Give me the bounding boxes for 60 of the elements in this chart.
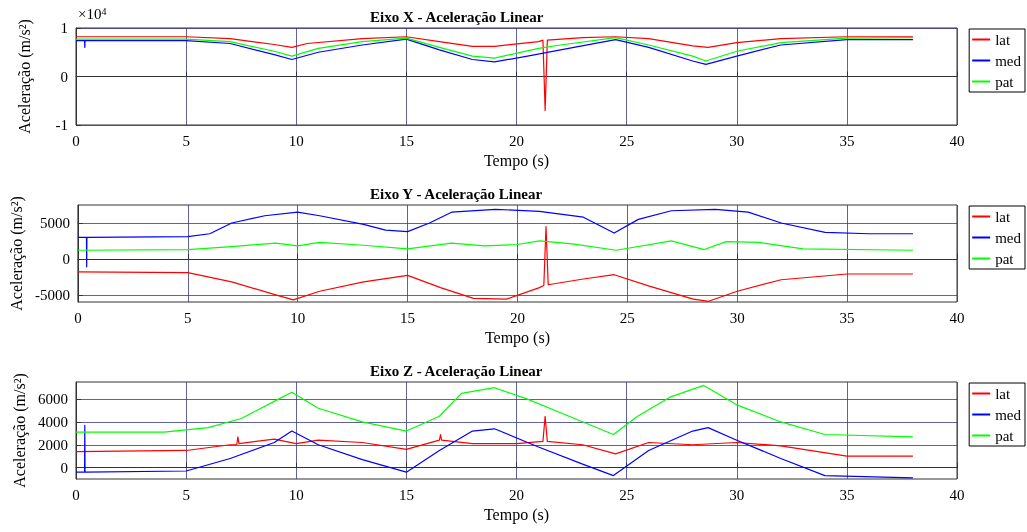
line-series — [75, 384, 914, 438]
x-axis-title: Tempo (s) — [484, 329, 550, 348]
x-tick-label: 35 — [839, 132, 855, 149]
x-axis-title: Tempo (s) — [483, 152, 550, 171]
y-tick-label: -1 — [55, 117, 68, 133]
legend-label: lat — [995, 208, 1011, 225]
x-tick-label: 40 — [949, 132, 965, 149]
legend-label: med — [995, 52, 1022, 69]
legend-label: pat — [995, 73, 1015, 90]
y-tick-label: 6000 — [38, 391, 68, 408]
y-axis-title: Aceleração (m/s²) — [10, 373, 29, 488]
x-tick-label: 5 — [184, 309, 192, 326]
y-tick-label: 0 — [62, 250, 70, 267]
x-tick-label: 35 — [839, 309, 855, 326]
x-tick-label: 25 — [619, 309, 635, 326]
x-axis-title: Tempo (s) — [483, 506, 550, 525]
line-series — [75, 424, 914, 479]
x-tick-label: 10 — [290, 309, 306, 326]
y-tick-label: 5000 — [39, 214, 70, 231]
x-tick-label: 30 — [729, 486, 745, 503]
x-tick-label: 5 — [182, 132, 190, 149]
legend-label: pat — [995, 250, 1015, 267]
legend-label: lat — [995, 31, 1011, 48]
x-tick-label: 15 — [400, 309, 416, 326]
chart-title: Eixo Z - Aceleração Linear — [370, 362, 543, 379]
x-tick-label: 25 — [619, 132, 635, 149]
x-tick-label: 20 — [509, 132, 524, 149]
x-tick-label: 20 — [509, 486, 524, 503]
x-tick-label: 20 — [509, 309, 525, 326]
y-tick-label: 0 — [60, 459, 68, 476]
y-tick-label: 4000 — [38, 413, 68, 430]
x-tick-label: 35 — [839, 486, 855, 503]
x-tick-label: 25 — [619, 486, 635, 503]
y-tick-label: 2000 — [38, 436, 68, 453]
legend-label: med — [995, 229, 1022, 246]
y-axis-title: Aceleração (m/s²) — [7, 196, 26, 311]
x-tick-label: 10 — [288, 486, 304, 503]
x-tick-label: 10 — [288, 132, 304, 149]
x-tick-label: 30 — [729, 132, 745, 149]
x-tick-label: 15 — [398, 132, 414, 149]
legend-label: pat — [995, 427, 1015, 444]
chart-title: Eixo X - Aceleração Linear — [370, 8, 544, 25]
line-series — [75, 415, 914, 457]
line-series — [75, 36, 914, 112]
y-tick-label: 0 — [60, 68, 68, 85]
x-tick-label: 15 — [398, 486, 414, 503]
y-axis-title: Aceleração (m/s²) — [15, 19, 34, 134]
line-series — [77, 225, 914, 302]
y-tick-label: 1 — [60, 20, 68, 36]
x-tick-label: 40 — [949, 486, 965, 503]
legend-label: lat — [995, 385, 1011, 402]
legend-label: med — [995, 406, 1022, 423]
x-tick-label: 0 — [74, 309, 82, 326]
x-tick-label: 5 — [182, 486, 190, 503]
y-tick-label: -5000 — [34, 286, 70, 303]
x-tick-label: 40 — [949, 309, 965, 326]
line-series — [77, 208, 914, 268]
line-series — [77, 240, 914, 251]
chart-title: Eixo Y - Aceleração Linear — [370, 185, 543, 202]
x-tick-label: 30 — [729, 309, 745, 326]
